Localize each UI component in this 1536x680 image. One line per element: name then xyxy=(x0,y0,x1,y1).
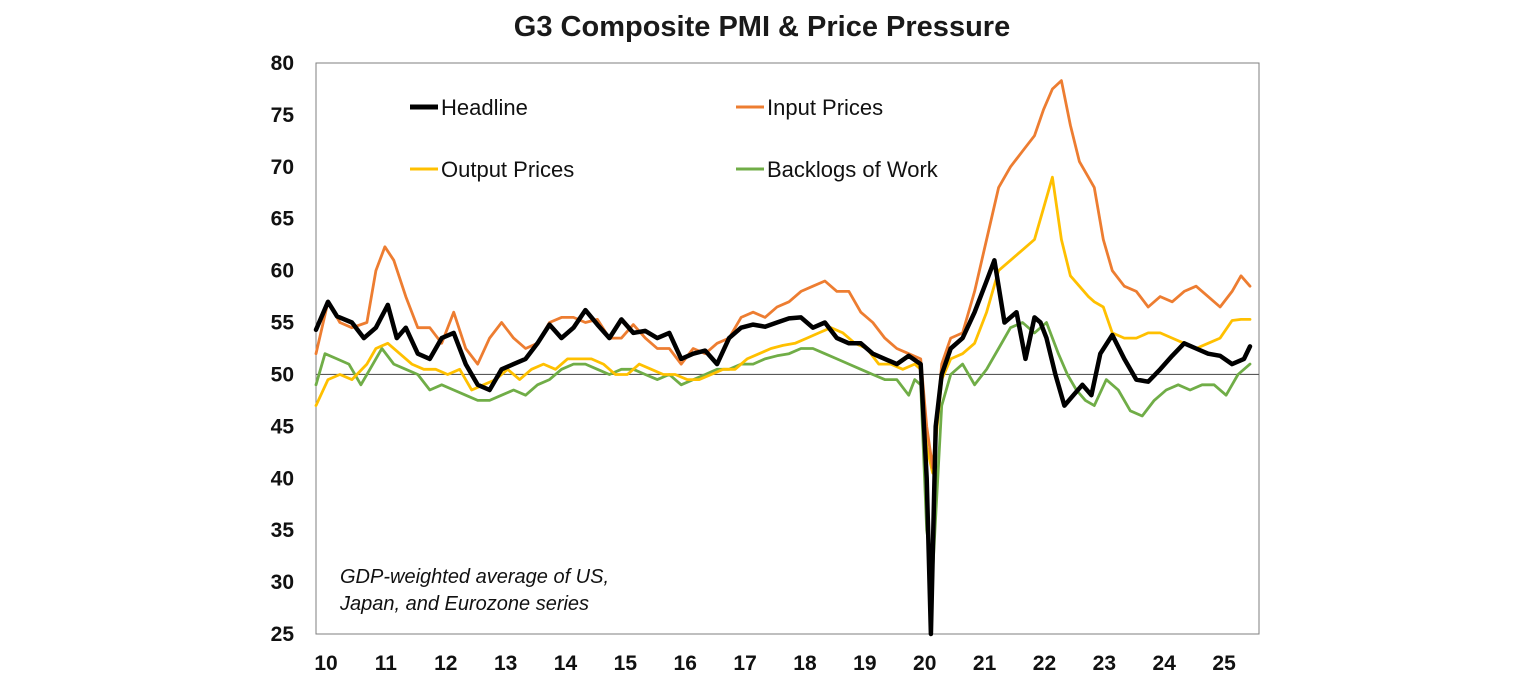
y-tick-label: 60 xyxy=(271,260,294,283)
y-tick-label: 75 xyxy=(271,104,295,127)
legend-label-backlogs-of-work: Backlogs of Work xyxy=(767,157,939,182)
annotation-line-2: Japan, and Eurozone series xyxy=(339,593,589,615)
x-tick-label: 20 xyxy=(913,652,936,675)
x-tick-label: 23 xyxy=(1093,652,1116,675)
x-tick-label: 14 xyxy=(554,652,578,675)
y-axis: 80 75 70 65 60 55 50 45 40 35 30 25 xyxy=(271,52,295,646)
y-tick-label: 25 xyxy=(271,623,295,646)
series-lines xyxy=(313,79,1253,637)
x-tick-label: 18 xyxy=(793,652,817,675)
series-line-headline xyxy=(313,258,1253,637)
x-tick-label: 22 xyxy=(1033,652,1056,675)
y-tick-label: 35 xyxy=(271,519,295,542)
y-tick-label: 55 xyxy=(271,312,295,335)
x-tick-label: 10 xyxy=(314,652,337,675)
x-tick-label: 19 xyxy=(853,652,876,675)
y-tick-label: 80 xyxy=(271,52,294,75)
legend-label-output-prices: Output Prices xyxy=(441,157,574,182)
x-tick-label: 11 xyxy=(375,652,398,675)
x-tick-label: 13 xyxy=(494,652,517,675)
x-tick-label: 25 xyxy=(1212,652,1236,675)
x-tick-label: 21 xyxy=(973,652,997,675)
series-line-input-prices xyxy=(314,79,1252,470)
legend-label-headline: Headline xyxy=(441,95,528,120)
chart-title: G3 Composite PMI & Price Pressure xyxy=(514,11,1010,43)
x-tick-label: 17 xyxy=(733,652,756,675)
x-axis: 10 11 12 13 14 15 16 17 18 19 20 21 22 23 24 25 xyxy=(314,652,1236,675)
y-tick-label: 65 xyxy=(271,208,295,231)
y-tick-label: 30 xyxy=(271,571,294,594)
legend-label-input-prices: Input Prices xyxy=(767,95,883,120)
x-tick-label: 24 xyxy=(1153,652,1177,675)
annotation-line-1: GDP-weighted average of US, xyxy=(340,566,609,588)
x-tick-label: 16 xyxy=(674,652,697,675)
x-tick-label: 15 xyxy=(614,652,638,675)
series-line-backlogs-of-work xyxy=(314,321,1252,574)
x-tick-label: 12 xyxy=(434,652,457,675)
y-tick-label: 45 xyxy=(271,415,295,438)
y-tick-label: 70 xyxy=(271,156,294,179)
legend: Headline Input Prices Output Prices Back… xyxy=(410,95,939,182)
y-tick-label: 40 xyxy=(271,467,294,490)
y-tick-label: 50 xyxy=(271,363,294,386)
